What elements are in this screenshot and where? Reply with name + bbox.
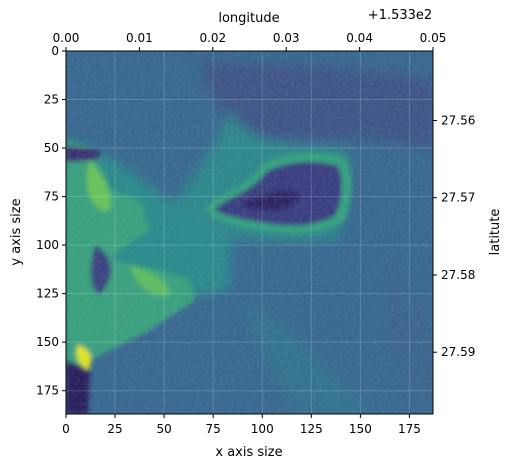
left-tick-label: 25 — [44, 93, 59, 107]
bottom-tick-label: 0 — [62, 422, 70, 436]
bottom-axis-ticks: 0 25 50 75 100 125 150 175 — [62, 414, 421, 436]
left-axis-label: y axis size — [9, 198, 24, 265]
left-tick-label: 125 — [36, 287, 59, 301]
bottom-tick-label: 125 — [300, 422, 323, 436]
top-tick-label: 0.00 — [53, 31, 80, 45]
texture-overlay — [66, 51, 433, 414]
left-tick-label: 50 — [44, 141, 59, 155]
left-axis-ticks: 0 25 50 75 100 125 150 175 — [36, 44, 66, 398]
plot-frame — [65, 50, 434, 415]
heatmap-image — [66, 51, 433, 414]
bottom-axis-label: x axis size — [215, 445, 282, 460]
left-tick-label: 150 — [36, 335, 59, 349]
top-tick-label: 0.02 — [199, 31, 226, 45]
right-axis-ticks: 27.56 27.57 27.58 27.59 — [433, 114, 475, 359]
right-tick-label: 27.57 — [441, 191, 475, 205]
left-tick-label: 100 — [36, 238, 59, 252]
left-tick-label: 175 — [36, 384, 59, 398]
bottom-tick-label: 25 — [107, 422, 122, 436]
left-tick-label: 75 — [44, 190, 59, 204]
left-tick-label: 0 — [51, 44, 59, 58]
top-axis-offset-text: +1.533e2 — [368, 8, 432, 23]
right-tick-label: 27.56 — [441, 114, 475, 128]
top-tick-label: 0.01 — [126, 31, 153, 45]
right-tick-label: 27.58 — [441, 268, 475, 282]
top-tick-label: 0.05 — [420, 31, 447, 45]
bottom-tick-label: 150 — [349, 422, 372, 436]
top-tick-label: 0.04 — [346, 31, 373, 45]
right-axis-label: latitute — [488, 209, 503, 256]
top-axis-label: longitude — [218, 11, 279, 26]
top-tick-label: 0.03 — [273, 31, 300, 45]
bottom-tick-label: 75 — [206, 422, 221, 436]
top-axis-ticks: 0.00 0.01 0.02 0.03 0.04 0.05 — [53, 31, 447, 51]
bottom-tick-label: 50 — [156, 422, 171, 436]
right-tick-label: 27.59 — [441, 345, 475, 359]
bottom-tick-label: 175 — [398, 422, 421, 436]
bottom-tick-label: 100 — [251, 422, 274, 436]
